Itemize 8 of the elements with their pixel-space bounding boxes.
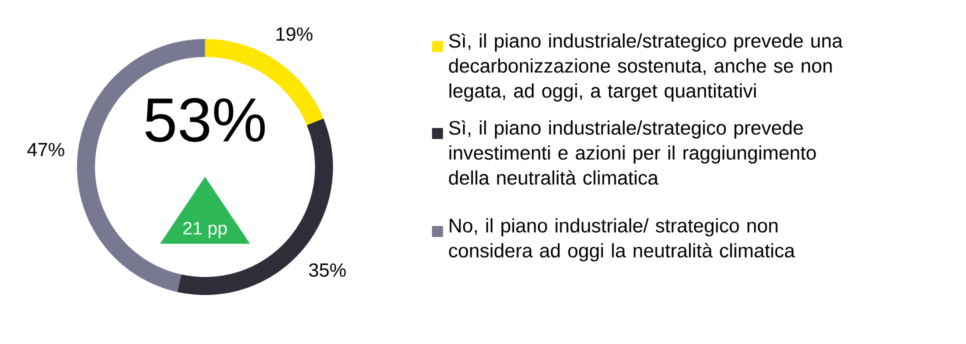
data-label: 19%	[276, 27, 312, 41]
text: 21 pp	[183, 222, 227, 238]
data-label: 47%	[27, 142, 64, 156]
legend-label: Sì, il piano industriale/strategico prevede investimenti e azioni per il raggiungimento della neutralità climatica	[449, 120, 816, 185]
legend-label: No, il piano industriale/ strategico non considera ad oggi la neutralità climatica	[449, 218, 795, 262]
legend-label: Sì, il piano industriale/strategico prevede una decarbonizzazione sostenuta, anche se non legata, ad oggi, a target quantitativi	[449, 33, 843, 102]
data-label: 35%	[309, 263, 346, 277]
text: 53%	[145, 98, 265, 142]
